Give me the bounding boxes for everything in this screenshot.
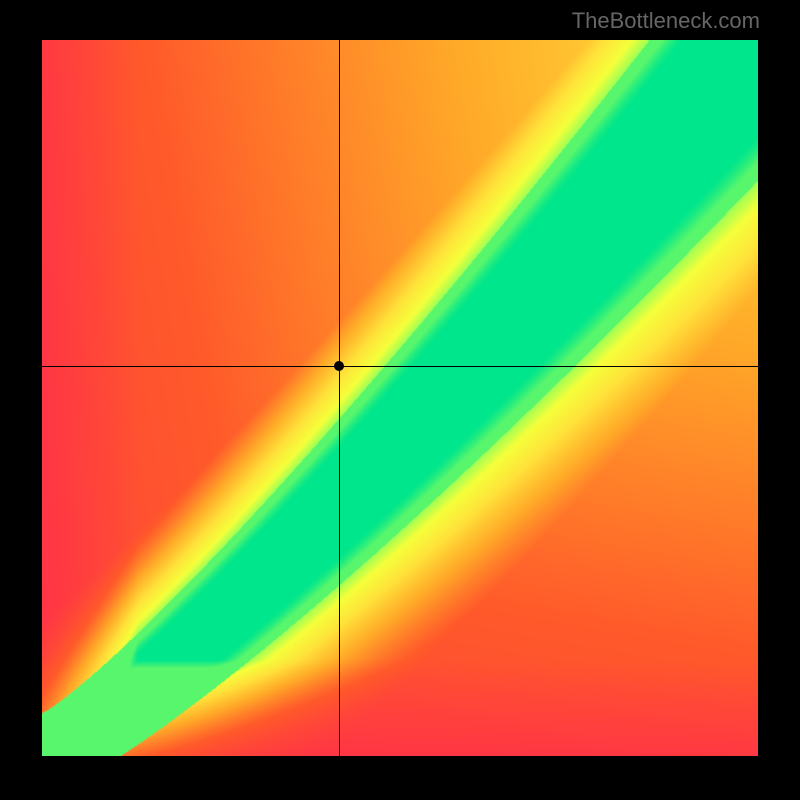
- selection-marker[interactable]: [334, 361, 344, 371]
- heatmap-canvas: [42, 40, 758, 756]
- crosshair-vertical: [339, 40, 340, 756]
- bottleneck-heatmap: [42, 40, 758, 756]
- crosshair-horizontal: [42, 366, 758, 367]
- watermark-text: TheBottleneck.com: [572, 8, 760, 34]
